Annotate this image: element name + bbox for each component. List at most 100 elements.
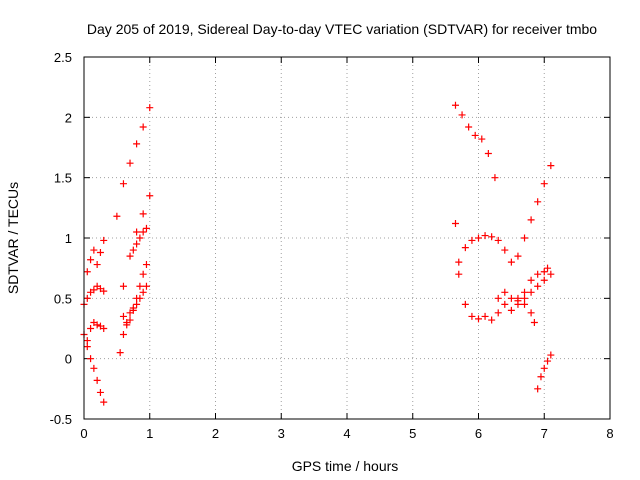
y-tick-label: 0.5: [54, 291, 72, 306]
data-point: [90, 246, 98, 254]
data-point: [514, 294, 522, 302]
data-point: [527, 309, 535, 317]
data-point: [87, 325, 95, 332]
series-arc-h-cluster: [119, 282, 150, 329]
data-point: [100, 398, 108, 406]
x-tick-label: 0: [80, 426, 87, 441]
y-tick-label: 1.5: [54, 171, 72, 186]
data-point: [534, 282, 542, 290]
series-arc-a-rise: [113, 104, 154, 220]
data-point: [113, 212, 121, 220]
series-arc-b-rise: [119, 192, 154, 290]
data-point: [534, 198, 542, 206]
data-point: [514, 300, 522, 308]
data-point: [83, 294, 91, 302]
data-point: [451, 220, 459, 228]
series-arc-k-late-rise: [514, 162, 555, 260]
data-point: [142, 261, 150, 269]
data-point: [494, 309, 502, 317]
x-tick-label: 3: [278, 426, 285, 441]
series-arc-i-top: [129, 224, 150, 254]
y-tick-label: -0.5: [50, 412, 72, 427]
data-point: [475, 234, 482, 242]
data-point: [100, 287, 108, 295]
data-point: [455, 270, 463, 278]
data-point: [527, 288, 535, 296]
series-arc-q-low: [514, 294, 538, 326]
series-arc-j-late-fall: [451, 101, 499, 182]
data-point: [133, 228, 141, 236]
data-point: [139, 123, 147, 131]
series-arc-m-hump: [455, 232, 515, 266]
data-point: [507, 294, 515, 302]
data-point: [136, 282, 144, 290]
data-point: [119, 180, 127, 188]
data-point: [100, 236, 108, 244]
data-point: [100, 325, 108, 332]
data-point: [123, 321, 131, 329]
data-point: [83, 337, 91, 345]
data-point: [119, 312, 127, 320]
data-point: [501, 246, 509, 254]
data-point: [471, 131, 479, 139]
y-tick-label: 2: [65, 110, 72, 125]
data-point: [494, 236, 502, 244]
data-point: [119, 282, 127, 290]
data-point: [465, 123, 473, 131]
data-point: [501, 288, 509, 296]
x-tick-label: 8: [606, 426, 613, 441]
data-point: [514, 252, 522, 260]
data-point: [521, 294, 529, 302]
data-point: [507, 306, 515, 314]
x-axis-label: GPS time / hours: [292, 458, 399, 474]
data-point: [133, 300, 141, 308]
plot-frame: [83, 56, 611, 420]
chart-title: Day 205 of 2019, Sidereal Day-to-day VTE…: [87, 21, 597, 37]
series-arc-d-mid: [83, 236, 108, 276]
data-point: [116, 349, 124, 357]
x-tick-label: 1: [146, 426, 153, 441]
x-tick-label: 2: [212, 426, 219, 441]
series-arc-n-dip: [451, 220, 509, 324]
data-point: [139, 228, 147, 236]
x-tick-label: 7: [541, 426, 548, 441]
data-point: [461, 300, 469, 308]
data-point: [491, 174, 499, 182]
data-point: [93, 261, 101, 269]
data-point: [129, 246, 137, 254]
data-point: [133, 140, 141, 148]
data-point: [494, 294, 502, 302]
data-point: [139, 210, 147, 218]
x-tick-label: 6: [475, 426, 482, 441]
data-point: [136, 234, 144, 242]
data-point: [540, 364, 548, 372]
series-arc-l-late-rise2: [534, 351, 555, 393]
data-point: [534, 385, 542, 393]
data-point: [484, 150, 492, 158]
data-point: [90, 364, 98, 372]
data-point: [136, 294, 144, 302]
data-point: [451, 101, 459, 109]
y-axis-label: SDTVAR / TECUs: [5, 182, 21, 294]
data-point: [527, 216, 535, 224]
data-point: [544, 264, 552, 272]
data-point: [507, 258, 515, 266]
x-tick-label: 5: [409, 426, 416, 441]
data-point: [537, 373, 545, 381]
series-arc-f-base: [83, 318, 108, 345]
data-point: [540, 180, 548, 188]
data-point: [87, 256, 95, 264]
data-point: [468, 236, 476, 244]
y-tick-label: 2.5: [54, 50, 72, 65]
data-point: [87, 355, 95, 363]
data-point: [547, 162, 555, 170]
data-point: [461, 244, 469, 252]
data-point: [146, 104, 154, 112]
data-point: [521, 288, 529, 296]
x-tick-label: 4: [343, 426, 350, 441]
data-point: [139, 288, 147, 296]
data-point: [126, 316, 134, 324]
data-point: [540, 276, 548, 284]
data-point: [142, 282, 150, 290]
